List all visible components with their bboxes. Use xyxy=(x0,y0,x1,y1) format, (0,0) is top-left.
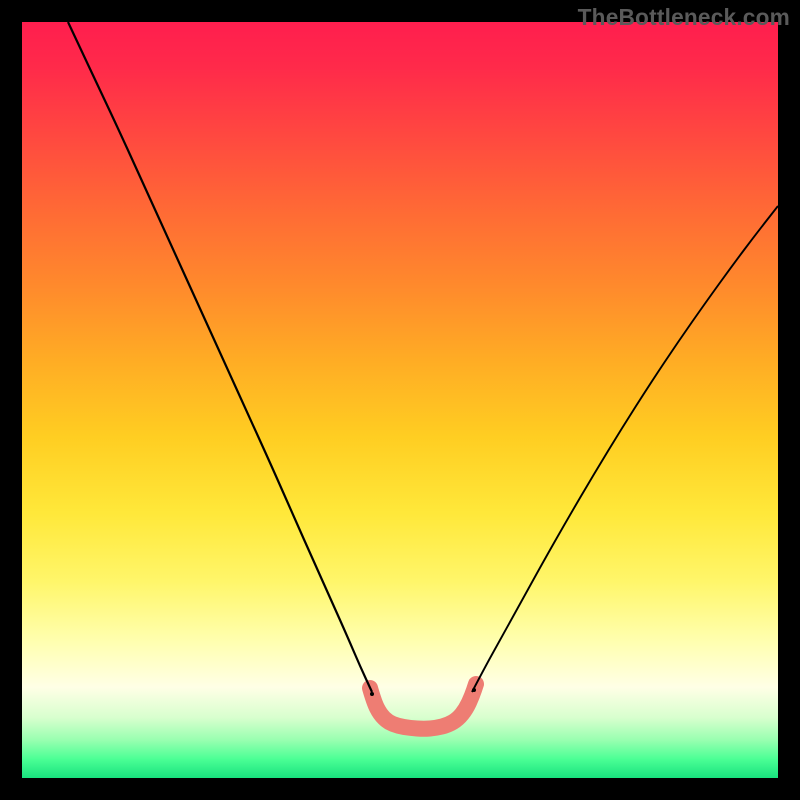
endpoint-dot xyxy=(370,692,374,696)
curves-layer xyxy=(22,22,778,778)
curve-right xyxy=(472,206,778,692)
chart-frame: TheBottleneck.com xyxy=(0,0,800,800)
endpoint-dot xyxy=(472,688,476,692)
plot-area xyxy=(22,22,778,778)
curve-endpoints xyxy=(370,688,476,696)
curve-left xyxy=(68,22,372,692)
watermark-text: TheBottleneck.com xyxy=(578,4,790,31)
valley-connector xyxy=(370,684,476,729)
